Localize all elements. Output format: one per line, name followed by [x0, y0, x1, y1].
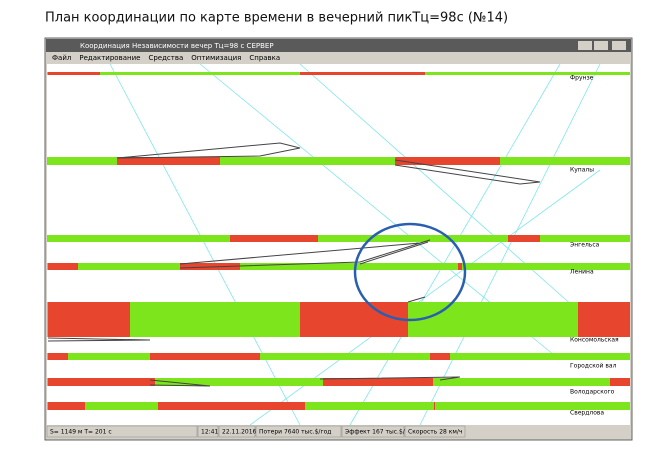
green-phase: [47, 157, 630, 165]
status-text: Эффект 167 тыс.$/год: [345, 429, 416, 436]
status-panel: [197, 425, 219, 438]
red-phase: [300, 72, 425, 75]
queue-outline: [179, 239, 431, 269]
progression-line: [419, 63, 601, 426]
green-phase: [47, 235, 630, 242]
red-phase: [578, 302, 630, 337]
red-phase: [48, 353, 68, 360]
status-text: 22.11.2016: [222, 429, 257, 436]
queue-outline: [116, 142, 301, 159]
red-phase: [48, 402, 85, 410]
queue-outline: [407, 296, 426, 303]
menu-item[interactable]: Справка: [249, 54, 280, 62]
red-phase: [150, 353, 260, 360]
red-phase: [48, 302, 130, 337]
menu-item[interactable]: Редактирование: [79, 54, 140, 62]
status-text: S= 1149 м T= 201 с: [50, 429, 112, 436]
status-panel: [404, 425, 466, 438]
green-phase: [47, 353, 630, 360]
status-text: Потери 7640 тыс.$/год: [259, 429, 331, 436]
red-phase: [48, 263, 78, 270]
intersection-label: Консомольская: [570, 337, 619, 344]
menu-item[interactable]: Средства: [148, 54, 183, 62]
red-phase: [610, 378, 630, 386]
heading: План координации по карте времени в вече…: [45, 11, 508, 26]
status-text: Скорость 28 км/ч: [408, 429, 462, 436]
red-phase: [48, 378, 155, 386]
red-phase: [230, 235, 318, 242]
status-panel: [218, 425, 256, 438]
menu-item[interactable]: Оптимизация: [191, 54, 241, 62]
red-phase: [458, 263, 462, 270]
red-phase: [430, 353, 450, 360]
progression-line: [109, 63, 301, 426]
progression-line: [299, 63, 601, 331]
red-phase: [508, 235, 540, 242]
intersection-label: Фрунзе: [570, 75, 594, 82]
status-panel: [341, 425, 405, 438]
diagram-area: [47, 64, 630, 425]
status-text: 12:41: [201, 429, 218, 436]
red-phase: [323, 378, 433, 386]
status-panel: [46, 425, 198, 438]
red-phase: [117, 157, 220, 165]
queue-outline: [319, 376, 461, 381]
queue-outline: [149, 379, 211, 387]
window-title: Координация Независимости вечер Тц=98 с …: [80, 42, 274, 50]
status-panel: [255, 425, 342, 438]
queue-outline: [359, 241, 429, 265]
intersection-label: Ленина: [570, 269, 594, 276]
intersection-label: Володарского: [570, 389, 615, 396]
queue-outline: [394, 159, 541, 185]
intersection-label: Городской вал: [570, 363, 617, 370]
intersection-label: Энгельса: [570, 242, 600, 249]
close-button[interactable]: [612, 41, 626, 50]
title-bar: [46, 39, 631, 52]
menu-item[interactable]: Файл: [52, 54, 71, 62]
minimize-button[interactable]: [578, 41, 592, 50]
queue-outline: [47, 337, 151, 342]
red-phase: [395, 157, 500, 165]
intersection-label: Купалы: [570, 167, 594, 174]
green-phase: [47, 402, 630, 410]
red-phase: [48, 72, 100, 75]
red-phase: [300, 302, 408, 337]
green-phase: [47, 263, 630, 270]
maximize-button[interactable]: [594, 41, 608, 50]
highlight-circle: [353, 222, 467, 322]
intersection-label: Свердлова: [570, 410, 604, 417]
red-phase: [434, 402, 435, 410]
red-phase: [158, 402, 305, 410]
